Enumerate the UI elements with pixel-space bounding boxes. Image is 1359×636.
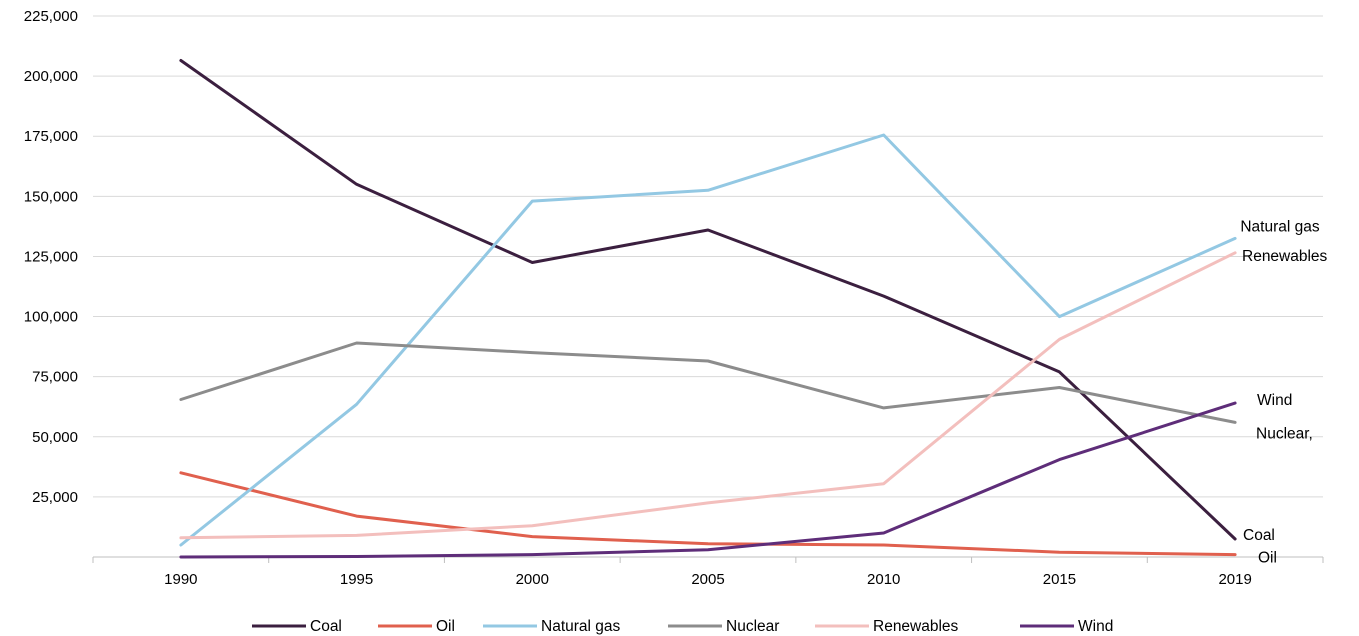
end-labels: Natural gas Renewables Wind Nuclear, Coal Oil bbox=[1240, 218, 1327, 566]
y-tick-label: 175,000 bbox=[24, 128, 78, 145]
series-lines bbox=[179, 59, 1237, 559]
x-axis: 1990 1995 2000 2005 2010 2015 2019 bbox=[92, 556, 1324, 588]
x-tick-label: 2019 bbox=[1218, 571, 1251, 588]
legend-label: Renewables bbox=[873, 618, 959, 635]
legend-label: Coal bbox=[310, 618, 342, 635]
x-tick-label: 2005 bbox=[691, 571, 724, 588]
x-tick-label: 2010 bbox=[867, 571, 900, 588]
end-label-nuclear: Nuclear, bbox=[1256, 425, 1313, 442]
end-label-coal: Coal bbox=[1243, 527, 1275, 544]
legend-label: Natural gas bbox=[541, 618, 621, 635]
legend-label: Nuclear bbox=[726, 618, 779, 635]
x-tick-label: 2015 bbox=[1043, 571, 1076, 588]
series-line-renewables bbox=[179, 251, 1237, 540]
series-line-natural-gas bbox=[179, 133, 1237, 547]
end-label-renewables: Renewables bbox=[1242, 248, 1328, 265]
y-tick-label: 150,000 bbox=[24, 188, 78, 205]
y-tick-label: 25,000 bbox=[32, 489, 78, 506]
legend-label: Oil bbox=[436, 618, 455, 635]
y-tick-label: 75,000 bbox=[32, 369, 78, 386]
y-axis: 25,000 50,000 75,000 100,000 125,000 150,000 1… bbox=[24, 8, 78, 506]
series-line-coal bbox=[179, 59, 1237, 541]
series-line-nuclear bbox=[179, 341, 1237, 424]
x-tick-label: 2000 bbox=[516, 571, 549, 588]
series-line-wind bbox=[179, 401, 1237, 559]
gridlines bbox=[93, 15, 1323, 498]
legend-label: Wind bbox=[1078, 618, 1113, 635]
x-tick-label: 1995 bbox=[340, 571, 373, 588]
x-tick-label: 1990 bbox=[164, 571, 197, 588]
y-tick-label: 100,000 bbox=[24, 309, 78, 326]
legend: Coal Oil Natural gas Nuclear Renewables Wind bbox=[252, 618, 1113, 635]
series-line-oil bbox=[179, 471, 1237, 557]
y-tick-label: 50,000 bbox=[32, 429, 78, 446]
end-label-natural-gas: Natural gas bbox=[1240, 218, 1320, 235]
end-label-oil: Oil bbox=[1258, 550, 1277, 567]
y-tick-label: 125,000 bbox=[24, 248, 78, 265]
y-tick-label: 200,000 bbox=[24, 68, 78, 85]
end-label-wind: Wind bbox=[1257, 392, 1292, 409]
y-tick-label: 225,000 bbox=[24, 8, 78, 25]
